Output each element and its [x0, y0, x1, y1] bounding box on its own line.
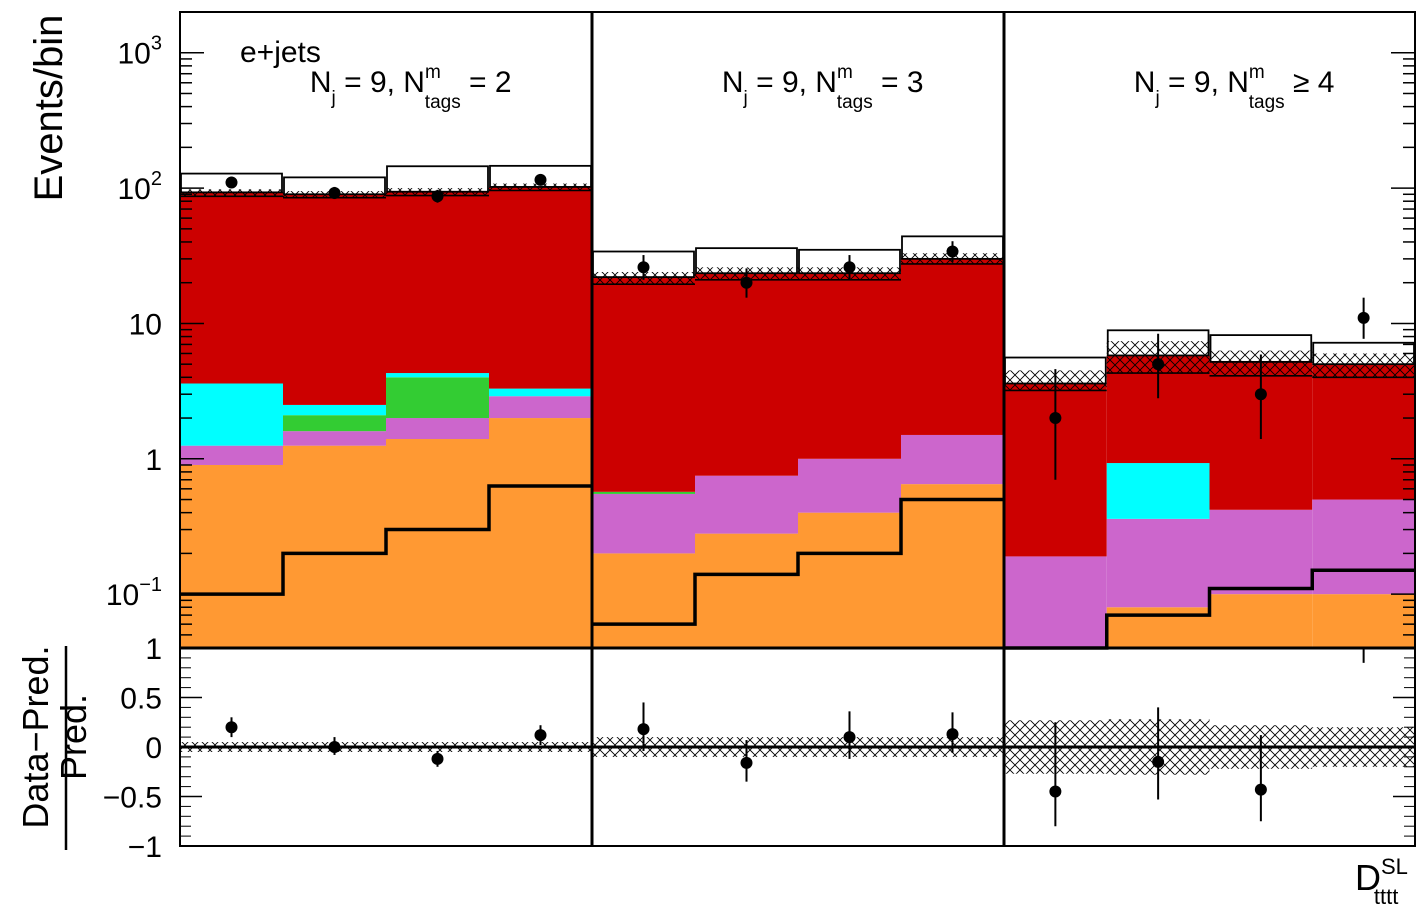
stack-bar-violet: [798, 458, 901, 513]
stack-bar-orange: [1209, 594, 1313, 648]
signal-tttt-line: [180, 484, 592, 596]
stack-bar-orange: [901, 484, 1004, 648]
data-point: [637, 261, 650, 274]
stack-bar-orange: [695, 533, 798, 648]
stack-bar-violet: [695, 475, 798, 534]
stack-bar-red: [489, 186, 592, 389]
total-prediction-bar: [386, 165, 489, 193]
ratio-point: [1152, 755, 1165, 768]
stack-bar-red: [1312, 364, 1415, 500]
stack-bar-cyan: [1106, 463, 1210, 519]
stack-bar-violet: [1312, 499, 1415, 595]
ratio-point: [431, 752, 444, 765]
region-label: Nj = 9, Nm tags = 3: [722, 62, 924, 113]
stack-bar-cyan: [489, 388, 592, 397]
region-label: Nj = 9, Nm tags = 2: [310, 62, 512, 113]
stack-bar-green: [386, 377, 489, 419]
stack-bar-violet: [1004, 556, 1107, 648]
data-point: [225, 176, 238, 189]
stack-bar-violet: [283, 431, 386, 446]
stack-bar-green: [283, 415, 386, 432]
uncertainty-band: [489, 183, 592, 191]
x-axis-title: DSL tttt: [1355, 854, 1408, 909]
stack-bar-orange: [1312, 594, 1415, 648]
frames: [179, 11, 1416, 847]
data-point: [328, 186, 341, 199]
stack-bar-orange: [180, 464, 283, 648]
data-point: [1254, 388, 1267, 401]
stack-bar-orange: [489, 418, 592, 648]
ratio-tick-label: −0.5: [103, 782, 162, 815]
ratio-y-title-denominator: Pred.: [53, 694, 94, 780]
stack-bar-violet: [901, 434, 1004, 485]
ratio-y-title-numerator: Data−Pred.: [15, 645, 56, 828]
ratio-tick-label: 0: [145, 732, 162, 765]
uncertainty-band: [1312, 353, 1415, 378]
y-tick-label: 10−1: [106, 574, 162, 612]
overlays: [180, 173, 1415, 827]
stack-bar-red: [901, 258, 1004, 435]
ratio-point: [225, 721, 238, 734]
stack-bar-red: [592, 277, 695, 492]
stack-bar-red: [798, 273, 901, 459]
ratio-point: [946, 728, 959, 741]
stack-bar-violet: [180, 445, 283, 465]
uncertainty-band: [180, 189, 283, 197]
stack-bar-orange: [386, 439, 489, 648]
data-point: [431, 190, 444, 203]
channel-label: e+jets: [240, 36, 321, 69]
y-tick-label: 102: [118, 168, 163, 206]
data-point: [1152, 358, 1165, 371]
data-point: [1357, 311, 1370, 324]
y-tick-label: 1: [145, 444, 162, 477]
region-label: Nj = 9, Nm tags ≥ 4: [1134, 62, 1335, 113]
data-point: [534, 173, 547, 186]
ratio-point: [1049, 785, 1062, 798]
stack-bar-violet: [592, 493, 695, 554]
stack-bar-cyan: [386, 373, 489, 378]
y-axis-title: Events/bin: [27, 15, 71, 202]
stack-bar-cyan: [180, 383, 283, 446]
ratio-tick-label: 0.5: [120, 683, 162, 716]
stack-bar-red: [386, 191, 489, 374]
ratio-point: [534, 729, 547, 742]
stack-bar-violet: [1209, 509, 1313, 595]
y-tick-label: 10: [129, 308, 162, 341]
y-tick-label: 103: [118, 33, 163, 71]
stack-bar-violet: [1106, 518, 1210, 608]
signal-tttt-line: [592, 497, 1004, 626]
data-point: [946, 245, 959, 258]
data-point: [1049, 412, 1062, 425]
ratio-tick-label: 1: [145, 633, 162, 666]
data-point: [843, 261, 856, 274]
stack-bar-green: [592, 491, 695, 494]
ratio-point: [740, 756, 753, 769]
stack-bar-red: [180, 192, 283, 384]
stack-bar-cyan: [283, 404, 386, 416]
signal-tttt-line: [1004, 568, 1415, 650]
stack-bar-violet: [386, 418, 489, 440]
data-point: [740, 276, 753, 289]
stack-bar-orange: [283, 445, 386, 648]
labels: Events/bin e+jets Data−Pred. Pred. Nj = …: [15, 15, 1408, 909]
ratio-point: [637, 723, 650, 736]
stack-bar-red: [283, 194, 386, 405]
stack-bar-violet: [489, 396, 592, 419]
ratio-tick-label: −1: [128, 831, 162, 864]
ratio-point: [1254, 783, 1267, 796]
ratio-point: [843, 731, 856, 744]
stack-bar-orange: [592, 553, 695, 648]
stack-bar-orange: [798, 512, 901, 648]
stack-bar-red: [695, 273, 798, 476]
